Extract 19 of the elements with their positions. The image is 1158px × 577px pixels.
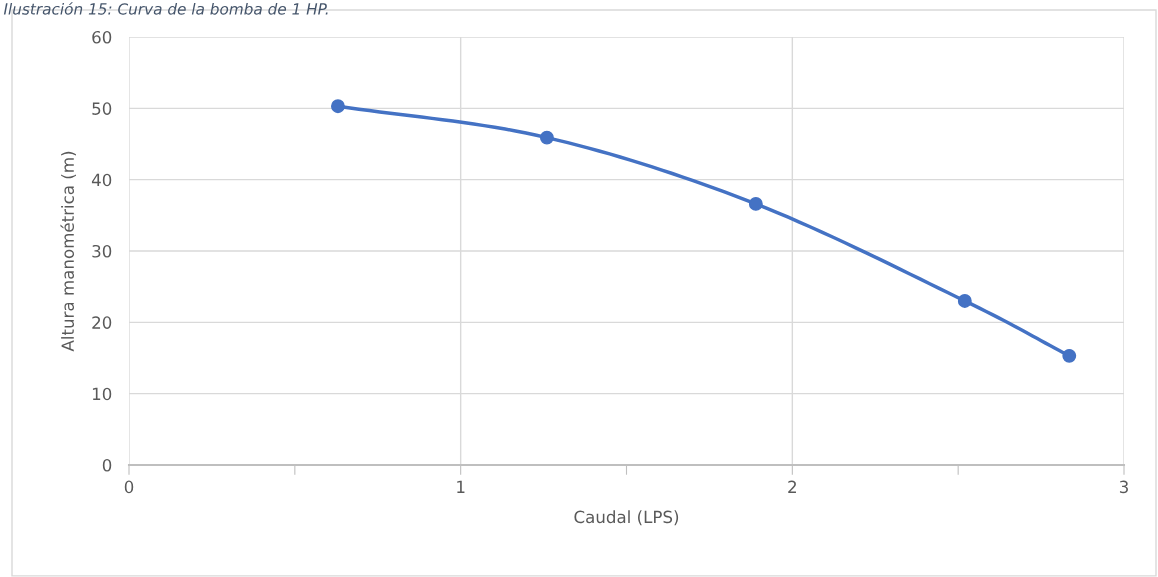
- x-axis-title: Caudal (LPS): [574, 510, 679, 526]
- y-tick-label: 60: [92, 30, 112, 44]
- x-tick-label: 0: [124, 480, 134, 494]
- y-tick-label: 0: [102, 458, 112, 472]
- chart-title: Ilustración 15: Curva de la bomba de 1 HP.: [3, 2, 328, 15]
- point: [748, 196, 763, 211]
- x-tick-label: 1: [457, 480, 465, 493]
- point: [539, 130, 554, 145]
- y-tick-label: 20: [92, 316, 112, 329]
- y-tick-label: 30: [92, 244, 112, 258]
- point: [957, 293, 972, 308]
- point: [1062, 348, 1077, 363]
- y-axis-title: Altura manométrica (m): [60, 151, 76, 352]
- y-tick-label: 50: [92, 102, 112, 115]
- x-tick-label: 2: [788, 480, 796, 493]
- y-tick-label: 40: [91, 173, 112, 187]
- point: [331, 99, 345, 114]
- y-tick-label: 10: [92, 387, 112, 401]
- x-tick-label: 3: [1119, 480, 1128, 494]
